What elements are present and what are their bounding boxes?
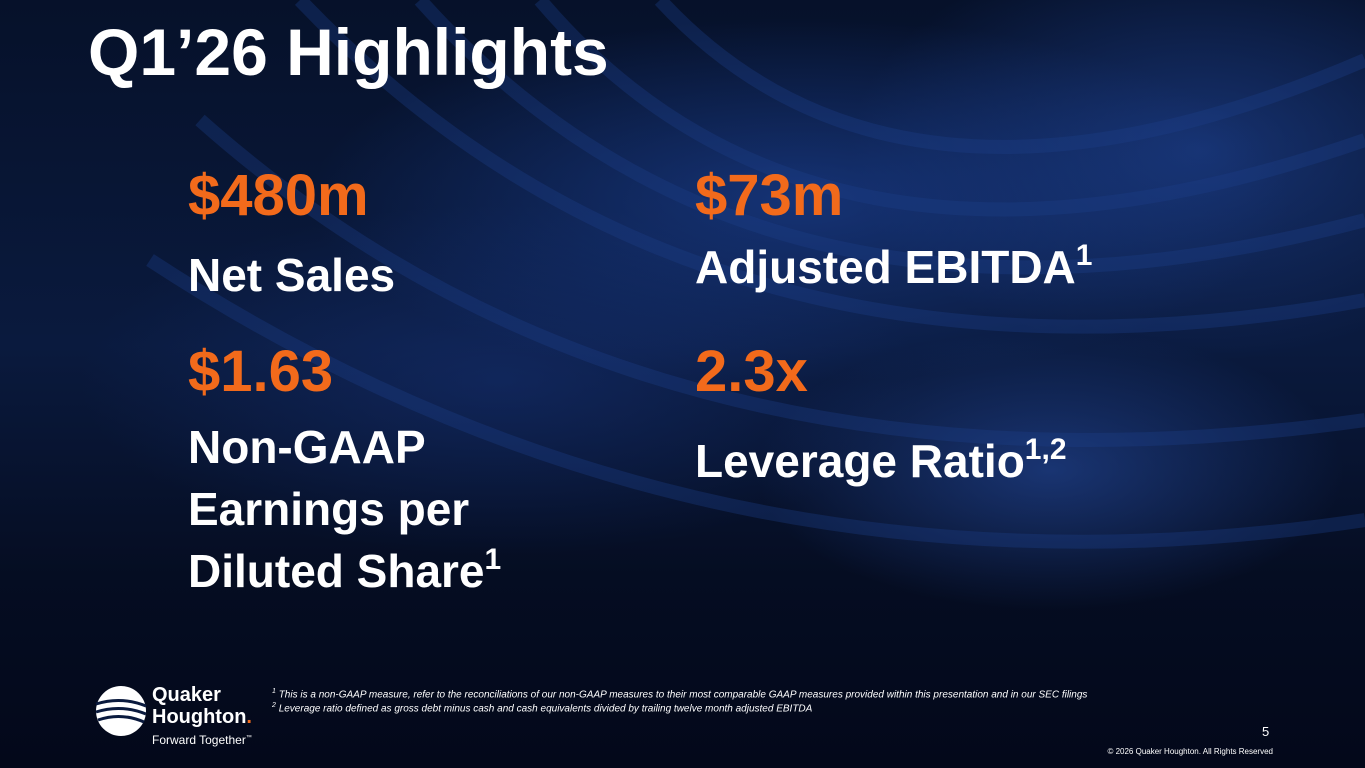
metric-label: Leverage Ratio1,2	[695, 430, 1255, 492]
logo-dot: .	[246, 706, 252, 728]
footnote-text: This is a non-GAAP measure, refer to the…	[278, 689, 1088, 701]
metric-value: $73m	[695, 163, 844, 228]
logo-text: Quaker Houghton.	[152, 684, 252, 728]
footnote: 2 Leverage ratio defined as gross debt m…	[272, 702, 812, 714]
label-text: Net Sales	[188, 249, 396, 301]
metric-label: Net Sales	[188, 244, 588, 306]
footnote-marker: 2	[272, 702, 276, 709]
tagline-text: Forward Together	[152, 733, 246, 747]
slide-title: Q1’26 Highlights	[88, 15, 609, 89]
footnote-ref: 1,2	[1024, 433, 1067, 466]
label-text: Non-GAAP Earnings per Diluted Share	[188, 421, 485, 597]
trademark: ™	[245, 735, 252, 741]
footnote-marker: 1	[272, 688, 276, 695]
footnote-text: Leverage ratio defined as gross debt min…	[278, 703, 813, 715]
metric-value: $480m	[188, 163, 369, 228]
logo-mark	[95, 686, 147, 736]
metric-value: $1.63	[188, 339, 334, 404]
logo-word: Houghton	[152, 706, 247, 728]
logo-tagline: Forward Together™	[152, 733, 252, 747]
footnote: 1 This is a non-GAAP measure, refer to t…	[272, 688, 1087, 700]
footnote-ref: 1	[1075, 239, 1093, 272]
label-text: Adjusted EBITDA	[695, 241, 1076, 293]
copyright: © 2026 Quaker Houghton. All Rights Reser…	[1107, 747, 1273, 756]
label-text: Leverage Ratio	[695, 435, 1025, 487]
page-number: 5	[1262, 724, 1270, 739]
metric-value: 2.3x	[695, 339, 808, 404]
metric-label: Adjusted EBITDA1	[695, 236, 1255, 298]
logo-line: Quaker	[152, 684, 221, 706]
footnote-ref: 1	[484, 543, 502, 576]
logo-line: Houghton.	[152, 706, 252, 728]
metric-label: Non-GAAP Earnings per Diluted Share1	[188, 416, 588, 602]
